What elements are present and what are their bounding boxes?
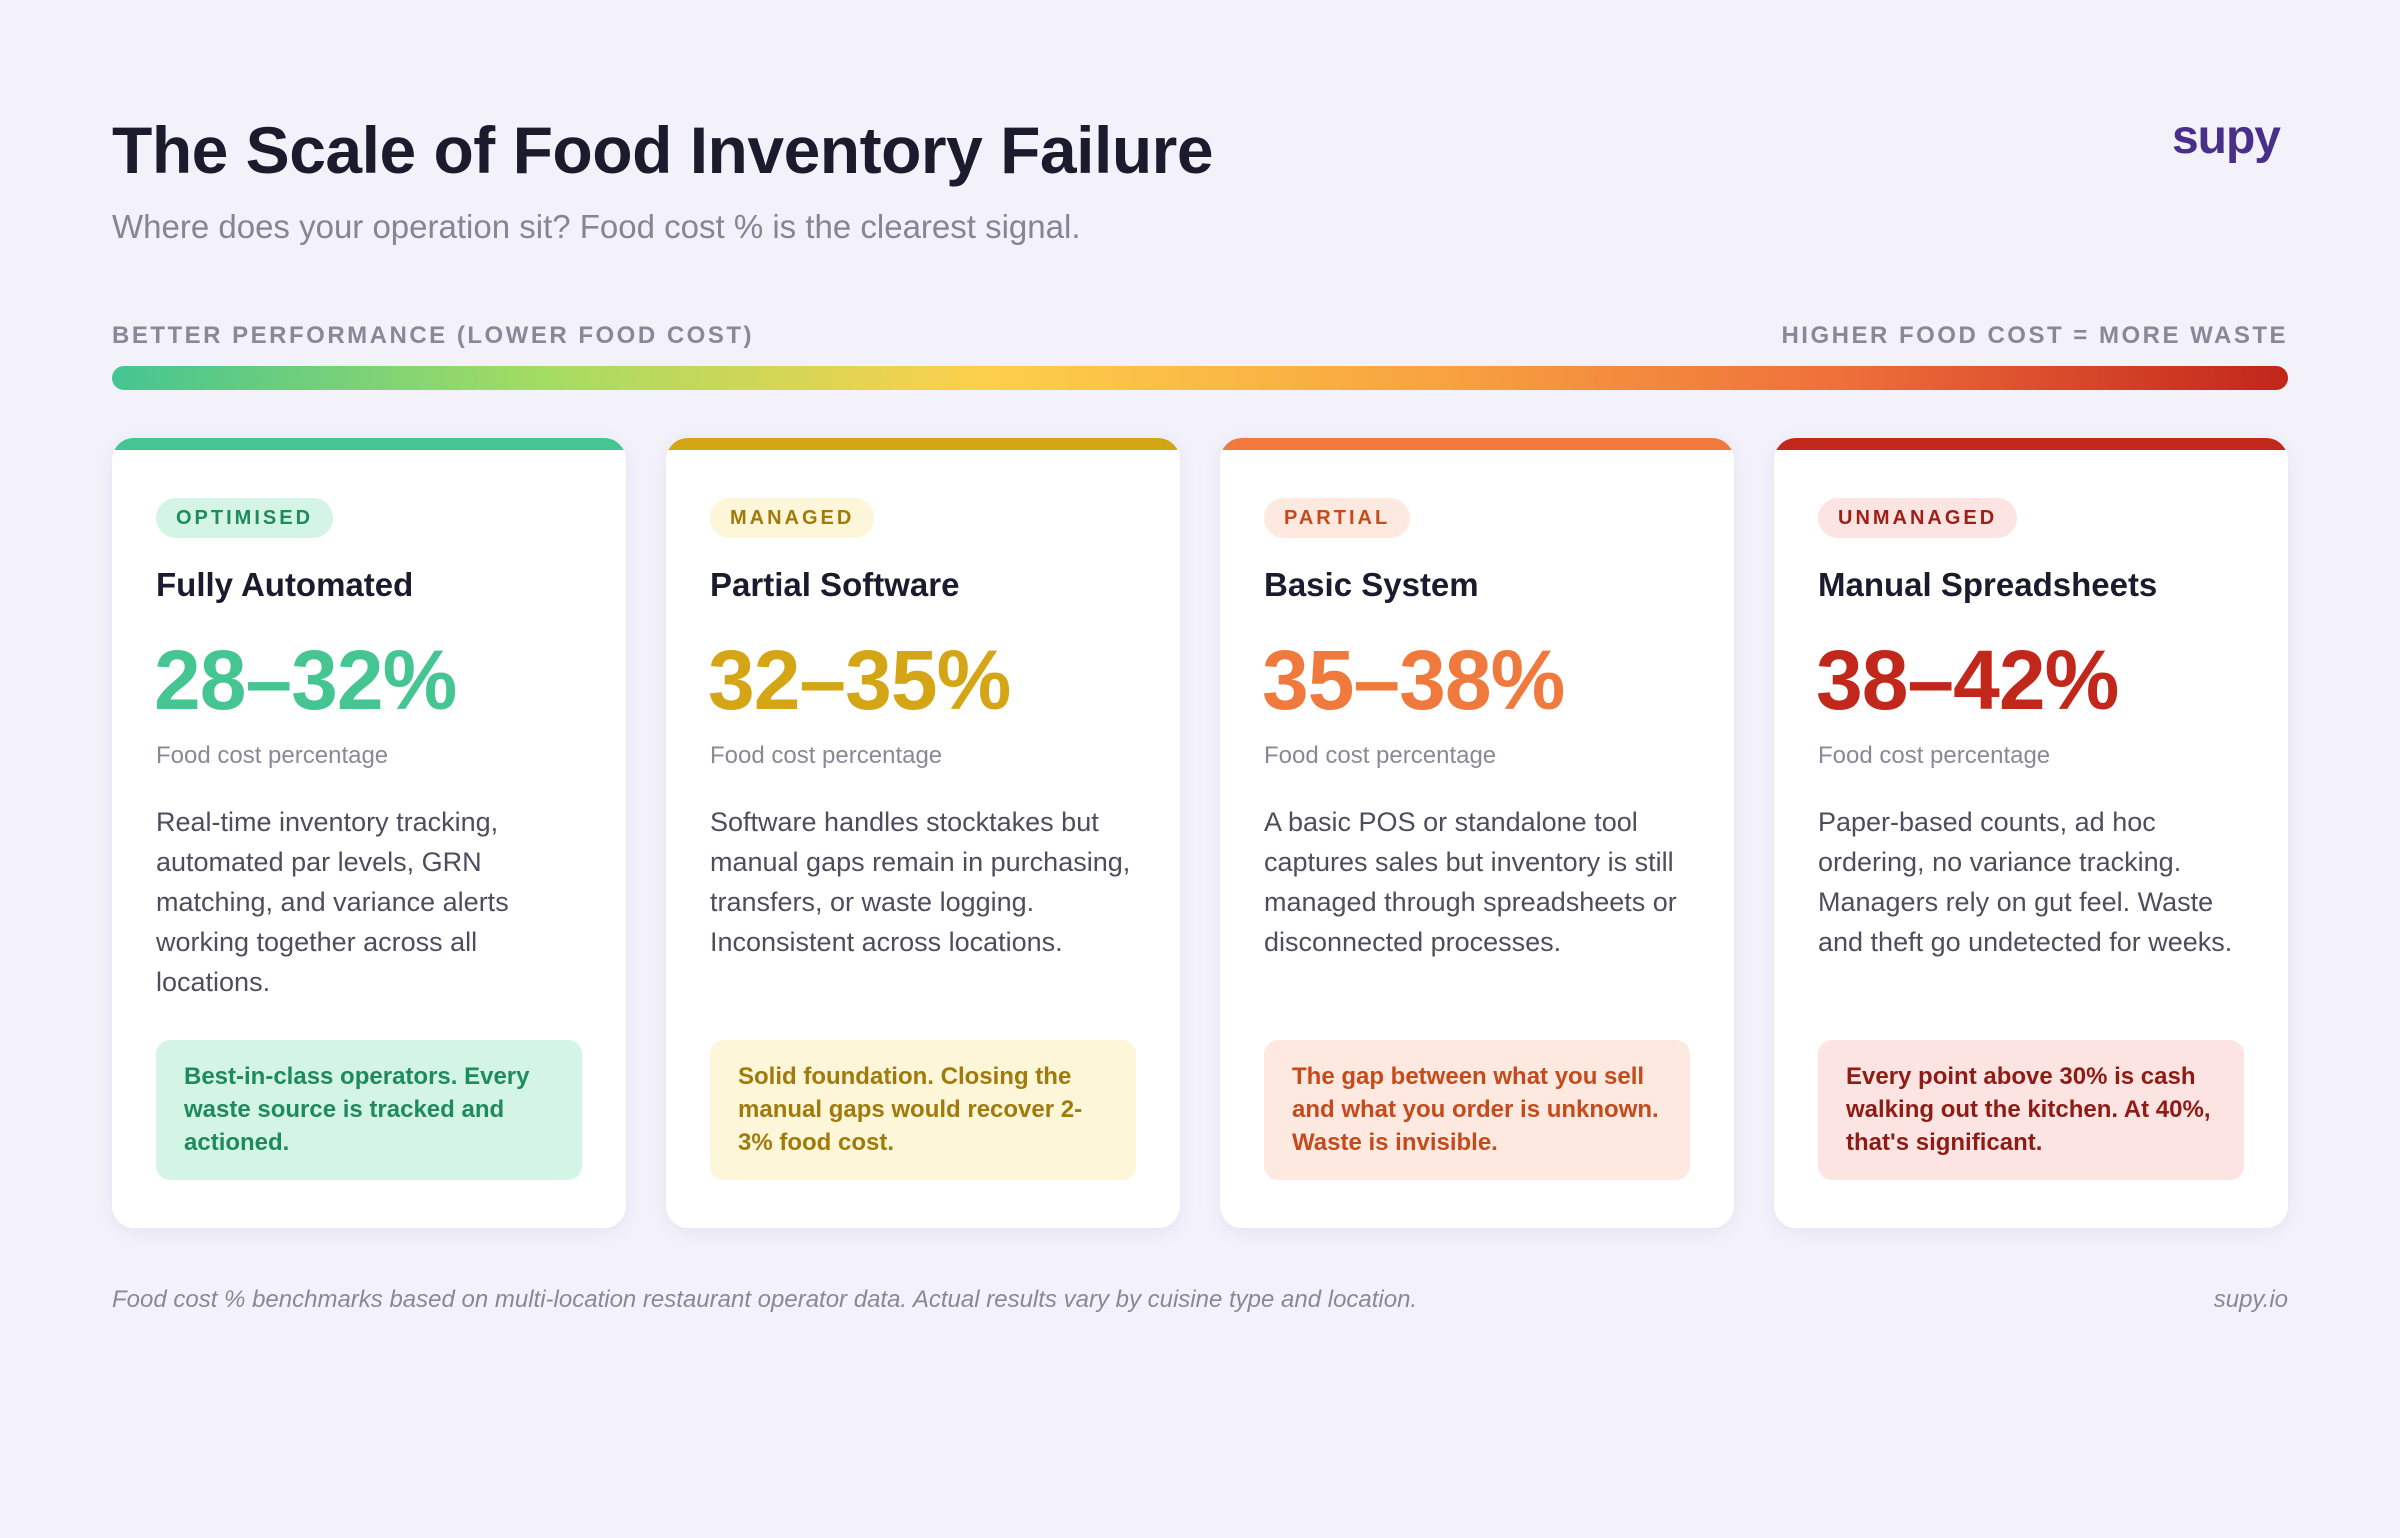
supy-logo: supy bbox=[2171, 111, 2281, 164]
performance-gradient-bar bbox=[112, 366, 2288, 390]
maturity-cards: OPTIMISED Fully Automated 28–32% Food co… bbox=[112, 438, 2288, 1228]
status-badge: MANAGED bbox=[710, 498, 875, 538]
card-description: Paper-based counts, ad hoc ordering, no … bbox=[1818, 807, 2233, 957]
footer-site-link[interactable]: supy.io bbox=[2213, 1286, 2288, 1313]
food-cost-range: 35–38% bbox=[1262, 633, 1565, 727]
card-callout: Best-in-class operators. Every waste sou… bbox=[156, 1040, 582, 1180]
status-badge: OPTIMISED bbox=[156, 498, 334, 538]
food-cost-range: 38–42% bbox=[1816, 633, 2119, 727]
food-cost-range: 28–32% bbox=[154, 633, 457, 727]
card-title: Manual Spreadsheets bbox=[1818, 566, 2158, 603]
card-partial: PARTIAL Basic System 35–38% Food cost pe… bbox=[1220, 438, 1734, 1228]
scale-label-right: HIGHER FOOD COST = MORE WASTE bbox=[1781, 322, 2288, 349]
food-cost-range: 32–35% bbox=[708, 633, 1011, 727]
card-unmanaged: UNMANAGED Manual Spreadsheets 38–42% Foo… bbox=[1774, 438, 2288, 1228]
card-managed: MANAGED Partial Software 32–35% Food cos… bbox=[666, 438, 1180, 1228]
card-description: Software handles stocktakes but manual g… bbox=[710, 807, 1131, 957]
food-cost-label: Food cost percentage bbox=[1264, 742, 1497, 769]
card-accent-bar bbox=[1774, 438, 2288, 450]
card-title: Fully Automated bbox=[156, 566, 414, 603]
footer-disclaimer: Food cost % benchmarks based on multi-lo… bbox=[112, 1286, 1418, 1313]
food-cost-label: Food cost percentage bbox=[156, 742, 389, 769]
food-cost-label: Food cost percentage bbox=[710, 742, 943, 769]
card-accent-bar bbox=[1220, 438, 1734, 450]
card-description: A basic POS or standalone tool captures … bbox=[1264, 807, 1677, 957]
card-callout: The gap between what you sell and what y… bbox=[1264, 1040, 1690, 1180]
card-description: Real-time inventory tracking, automated … bbox=[156, 807, 509, 997]
card-accent-bar bbox=[112, 438, 626, 450]
card-optimised: OPTIMISED Fully Automated 28–32% Food co… bbox=[112, 438, 626, 1228]
card-accent-bar bbox=[666, 438, 1180, 450]
card-title: Basic System bbox=[1264, 566, 1479, 603]
page-subtitle: Where does your operation sit? Food cost… bbox=[112, 208, 1081, 245]
scale-label-left: BETTER PERFORMANCE (LOWER FOOD COST) bbox=[112, 322, 754, 349]
card-title: Partial Software bbox=[710, 566, 960, 603]
status-badge: UNMANAGED bbox=[1818, 498, 2018, 538]
food-cost-label: Food cost percentage bbox=[1818, 742, 2051, 769]
card-callout: Every point above 30% is cash walking ou… bbox=[1818, 1040, 2244, 1180]
status-badge: PARTIAL bbox=[1264, 498, 1411, 538]
page-title: The Scale of Food Inventory Failure bbox=[112, 113, 1214, 187]
infographic-page: The Scale of Food Inventory Failure Wher… bbox=[112, 0, 2288, 1538]
card-callout: Solid foundation. Closing the manual gap… bbox=[710, 1040, 1136, 1180]
